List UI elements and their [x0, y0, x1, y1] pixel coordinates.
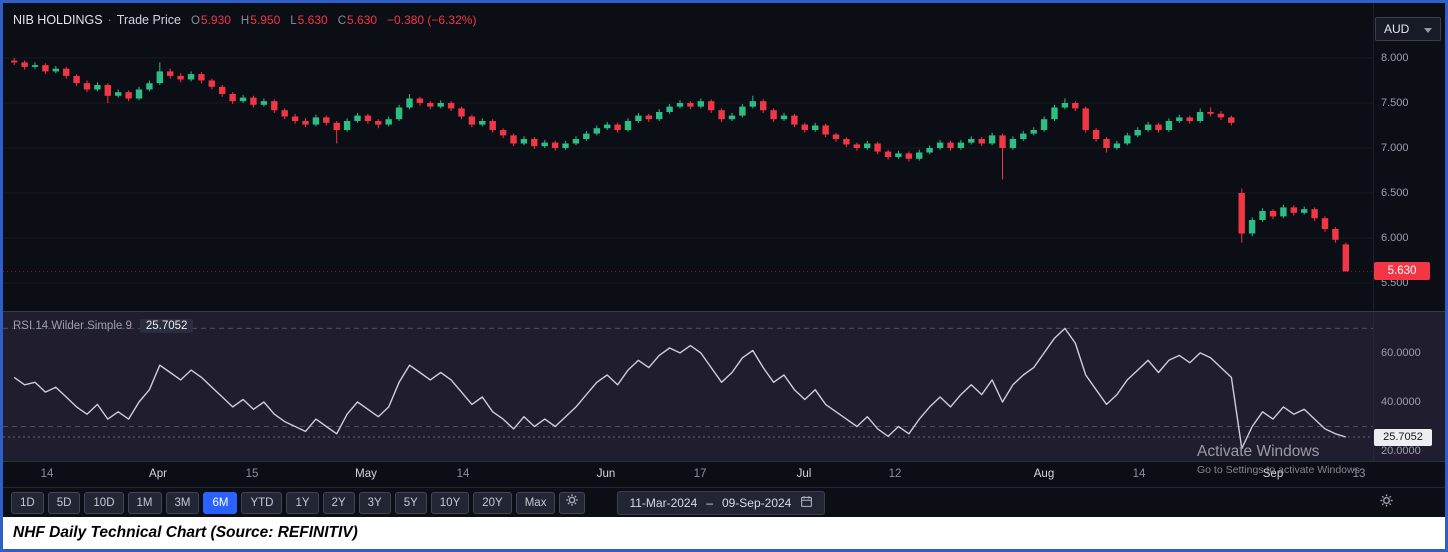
ohlc-high: H5.950	[240, 13, 281, 27]
price-axis-tick: 5.500	[1381, 277, 1409, 290]
time-axis-label: 14	[40, 468, 54, 480]
time-axis-label: Aug	[1033, 468, 1055, 480]
currency-selector[interactable]: AUD	[1375, 17, 1441, 41]
calendar-icon	[800, 495, 813, 511]
date-from: 11-Mar-2024	[629, 495, 698, 510]
date-range-picker[interactable]: 11-Mar-2024 – 09-Sep-2024	[617, 490, 826, 515]
time-axis-label: 15	[245, 468, 259, 480]
gear-icon	[1379, 493, 1394, 513]
time-axis-label: Sep	[1262, 468, 1284, 480]
instrument-legend: NIB HOLDINGS · Trade Price O5.930 H5.950…	[13, 11, 476, 29]
time-axis-label: 13	[1352, 468, 1366, 480]
range-button-2y[interactable]: 2Y	[322, 491, 355, 514]
price-axis-tick: 6.500	[1381, 187, 1409, 200]
price-change: −0.380 (−6.32%)	[387, 13, 477, 27]
rsi-chart-canvas[interactable]	[3, 312, 1373, 462]
range-button-5d[interactable]: 5D	[47, 491, 81, 514]
series-label: Trade Price	[116, 13, 181, 27]
chart-toolbar: 1D 5D 10D 1M 3M 6M YTD 1Y 2Y 3Y 5Y 10Y 20Y Max 11-Mar…	[3, 487, 1445, 517]
price-axis-tick: 8.000	[1381, 51, 1409, 64]
date-to: 09-Sep-2024	[721, 495, 792, 510]
price-chart-pane: 8.000 7.500 7.000 6.500 6.000 5.500 5.630 NIB…	[3, 3, 1445, 311]
rsi-axis-tick: 40.0000	[1381, 395, 1421, 408]
range-button-20y[interactable]: 20Y	[473, 491, 512, 514]
range-button-ytd[interactable]: YTD	[241, 491, 283, 514]
time-axis-label: May	[355, 468, 377, 480]
legend-separator: ·	[107, 13, 112, 27]
ohlc-close: C5.630	[337, 13, 378, 27]
range-button-1d[interactable]: 1D	[11, 491, 44, 514]
time-axis-label: 14	[456, 468, 470, 480]
range-button-1m[interactable]: 1M	[127, 491, 162, 514]
time-axis-label: Jul	[796, 468, 812, 480]
range-button-max[interactable]: Max	[515, 491, 556, 514]
time-axis[interactable]: 14 Apr 15 May 14 Jun 17 Jul 12 Aug 14 Sep 13	[3, 461, 1445, 487]
time-axis-label: Jun	[596, 468, 616, 480]
range-button-3m[interactable]: 3M	[165, 491, 200, 514]
range-button-6m[interactable]: 6M	[203, 491, 238, 514]
chevron-down-icon	[1424, 22, 1432, 36]
figure-caption: NHF Daily Technical Chart (Source: REFIN…	[13, 524, 358, 541]
rsi-legend: RSI 14 Wilder Simple 9 25.7052	[13, 319, 194, 333]
time-axis-label: 12	[888, 468, 902, 480]
range-button-5y[interactable]: 5Y	[394, 491, 427, 514]
rsi-value-badge: 25.7052	[1374, 428, 1432, 446]
gear-icon	[565, 493, 579, 512]
time-axis-label: 17	[693, 468, 707, 480]
price-axis[interactable]: 8.000 7.500 7.000 6.500 6.000 5.500	[1373, 3, 1445, 311]
price-axis-tick: 6.000	[1381, 232, 1409, 245]
date-separator: –	[706, 495, 713, 510]
ohlc-open: O5.930	[190, 13, 231, 27]
range-button-10y[interactable]: 10Y	[430, 491, 470, 514]
range-button-1y[interactable]: 1Y	[286, 491, 319, 514]
ohlc-low: L5.630	[290, 13, 328, 27]
rsi-label: RSI 14 Wilder Simple 9	[13, 320, 132, 332]
rsi-axis-tick: 60.0000	[1381, 346, 1421, 359]
price-axis-tick: 7.000	[1381, 141, 1409, 154]
chart-settings-button[interactable]	[1373, 492, 1399, 514]
range-button-group: 1D 5D 10D 1M 3M 6M YTD 1Y 2Y 3Y 5Y 10Y 20Y Max	[11, 491, 559, 514]
rsi-axis-tick: 20.0000	[1381, 444, 1421, 457]
time-axis-label: Apr	[149, 468, 167, 480]
range-button-3y[interactable]: 3Y	[358, 491, 391, 514]
rsi-value-chip: 25.7052	[139, 319, 194, 333]
time-axis-label: 14	[1132, 468, 1146, 480]
rsi-axis[interactable]: 60.0000 40.0000 20.0000	[1373, 312, 1445, 462]
rsi-pane: 60.0000 40.0000 20.0000 RSI 14 Wilder Simp…	[3, 311, 1445, 462]
range-button-10d[interactable]: 10D	[84, 491, 124, 514]
price-axis-tick: 7.500	[1381, 96, 1409, 109]
figure-caption-bar: NHF Daily Technical Chart (Source: REFIN…	[3, 517, 1445, 549]
range-settings-button[interactable]	[559, 491, 586, 514]
instrument-name: NIB HOLDINGS	[13, 13, 103, 27]
currency-label: AUD	[1384, 22, 1410, 36]
price-chart-canvas[interactable]	[3, 3, 1373, 311]
last-price-badge: 5.630	[1374, 262, 1430, 281]
